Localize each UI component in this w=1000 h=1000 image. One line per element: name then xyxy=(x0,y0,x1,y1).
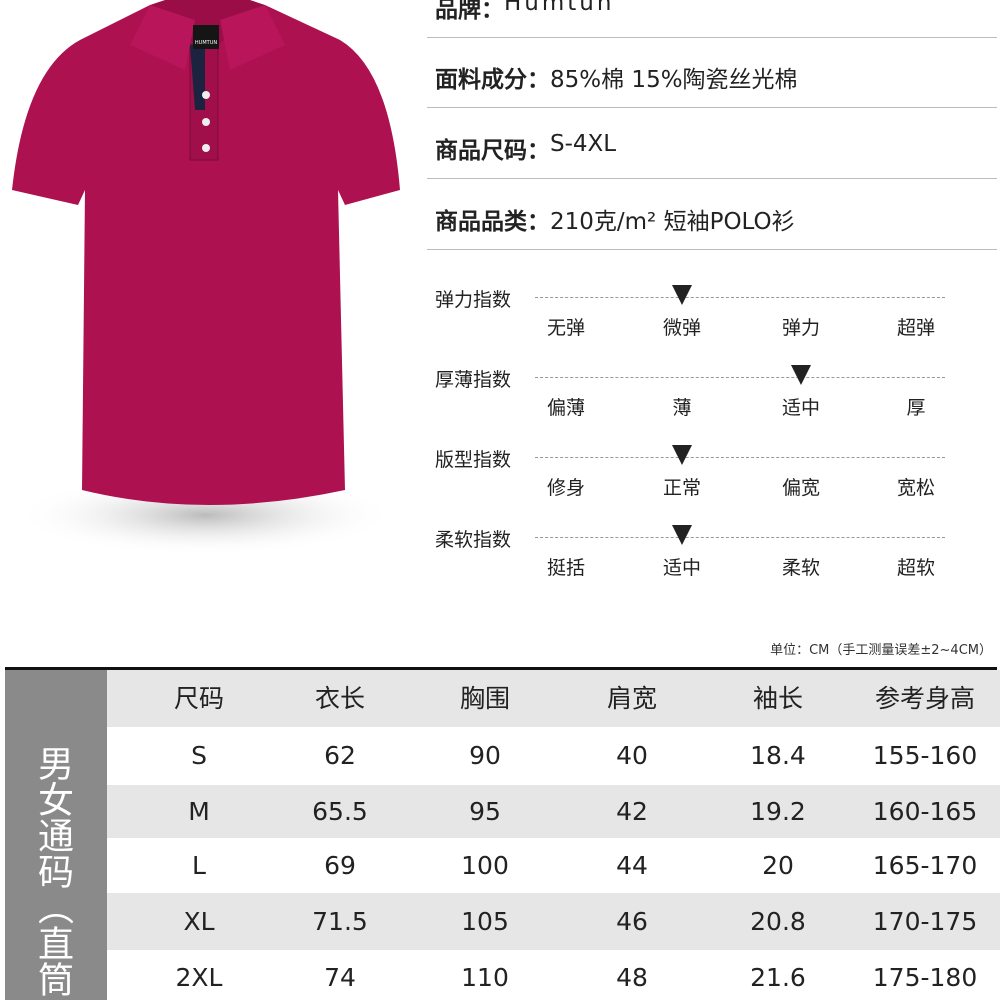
table-cell: 44 xyxy=(616,851,648,880)
table-cell: XL xyxy=(183,907,215,936)
divider xyxy=(427,178,997,179)
index-option: 超软 xyxy=(896,557,935,579)
divider xyxy=(427,249,997,250)
divider xyxy=(427,37,997,38)
index-option: 无弹 xyxy=(546,317,585,339)
index-option: 超弹 xyxy=(896,317,935,339)
table-cell: L xyxy=(192,851,206,880)
table-cell: 20 xyxy=(762,851,794,880)
table-row xyxy=(107,893,1000,950)
shirt-image: HUMTUN xyxy=(12,0,400,555)
index-marker xyxy=(672,445,692,465)
table-cell: 71.5 xyxy=(312,907,368,936)
spec-label: 面料成分： xyxy=(435,67,550,93)
index-option: 偏薄 xyxy=(546,397,585,419)
index-option: 适中 xyxy=(781,397,820,419)
index-label: 弹力指数 xyxy=(435,289,512,311)
index-marker xyxy=(672,285,692,305)
spec-value: 85%棉 15%陶瓷丝光棉 xyxy=(550,67,798,93)
index-option: 偏宽 xyxy=(781,477,820,499)
index-label: 版型指数 xyxy=(435,449,512,471)
table-cell: 65.5 xyxy=(312,797,368,826)
table-cell: 90 xyxy=(469,741,501,770)
table-cell: 74 xyxy=(324,963,356,992)
table-cell: 100 xyxy=(461,851,509,880)
table-cell: 40 xyxy=(616,741,648,770)
spec-label: 品牌： xyxy=(435,0,504,23)
dashed-line xyxy=(535,457,945,458)
index-marker xyxy=(791,365,811,385)
header-cell: 参考身高 xyxy=(874,684,975,713)
table-cell: 95 xyxy=(469,797,501,826)
table-cell: 105 xyxy=(461,907,509,936)
shirt-label: HUMTUN xyxy=(195,40,217,46)
spec-value: 210克/m² 短袖POLO衫 xyxy=(550,209,795,235)
header-cell: 尺码 xyxy=(173,684,224,713)
index-label: 柔软指数 xyxy=(435,529,512,551)
unit-note: 单位：CM（手工测量误差±2~4CM） xyxy=(770,643,992,658)
index-option: 厚 xyxy=(906,397,926,419)
table-cell: 18.4 xyxy=(750,741,806,770)
header-cell: 袖长 xyxy=(752,684,803,713)
table-cell: 2XL xyxy=(175,963,223,992)
index-option: 弹力 xyxy=(781,317,820,339)
table-cell: 170-175 xyxy=(872,907,978,936)
header-cell: 肩宽 xyxy=(606,684,657,713)
table-cell: 175-180 xyxy=(872,963,978,992)
table-cell: 69 xyxy=(324,851,356,880)
index-marker xyxy=(672,525,692,545)
side-cell xyxy=(5,670,107,1000)
dashed-line xyxy=(535,297,945,298)
index-option: 正常 xyxy=(662,477,701,499)
spec-label: 商品品类： xyxy=(435,209,550,235)
spec-label: 商品尺码： xyxy=(435,138,550,164)
index-option: 宽松 xyxy=(896,477,935,499)
table-cell: 19.2 xyxy=(750,797,806,826)
table-cell: 155-160 xyxy=(872,741,978,770)
table-cell: 160-165 xyxy=(872,797,978,826)
table-top-rule xyxy=(5,667,997,670)
table-cell: 46 xyxy=(616,907,648,936)
divider xyxy=(427,107,997,108)
table-cell: 20.8 xyxy=(750,907,806,936)
index-option: 修身 xyxy=(546,477,585,499)
side-label: 男女通码（直筒 xyxy=(32,745,73,997)
table-cell: 42 xyxy=(616,797,648,826)
index-option: 适中 xyxy=(662,557,701,579)
header-cell: 衣长 xyxy=(314,684,365,713)
table-row xyxy=(107,950,1000,1000)
table-row xyxy=(107,727,1000,785)
index-option: 柔软 xyxy=(781,557,820,579)
dashed-line xyxy=(535,537,945,538)
index-option: 挺括 xyxy=(546,557,585,579)
table-cell: S xyxy=(191,741,207,770)
header-cell: 胸围 xyxy=(459,684,510,713)
table-cell: 110 xyxy=(461,963,509,992)
table-row xyxy=(107,838,1000,893)
table-cell: 165-170 xyxy=(872,851,978,880)
header-row xyxy=(107,670,1000,727)
index-option: 薄 xyxy=(672,397,692,419)
spec-value: Humtun xyxy=(504,0,615,16)
table-cell: 21.6 xyxy=(750,963,806,992)
index-label: 厚薄指数 xyxy=(435,369,512,391)
dashed-line xyxy=(535,377,945,378)
table-cell: M xyxy=(188,797,210,826)
spec-value: S-4XL xyxy=(550,131,617,157)
index-option: 微弹 xyxy=(662,317,701,339)
table-cell: 62 xyxy=(324,741,356,770)
table-row xyxy=(107,785,1000,838)
table-cell: 48 xyxy=(616,963,648,992)
